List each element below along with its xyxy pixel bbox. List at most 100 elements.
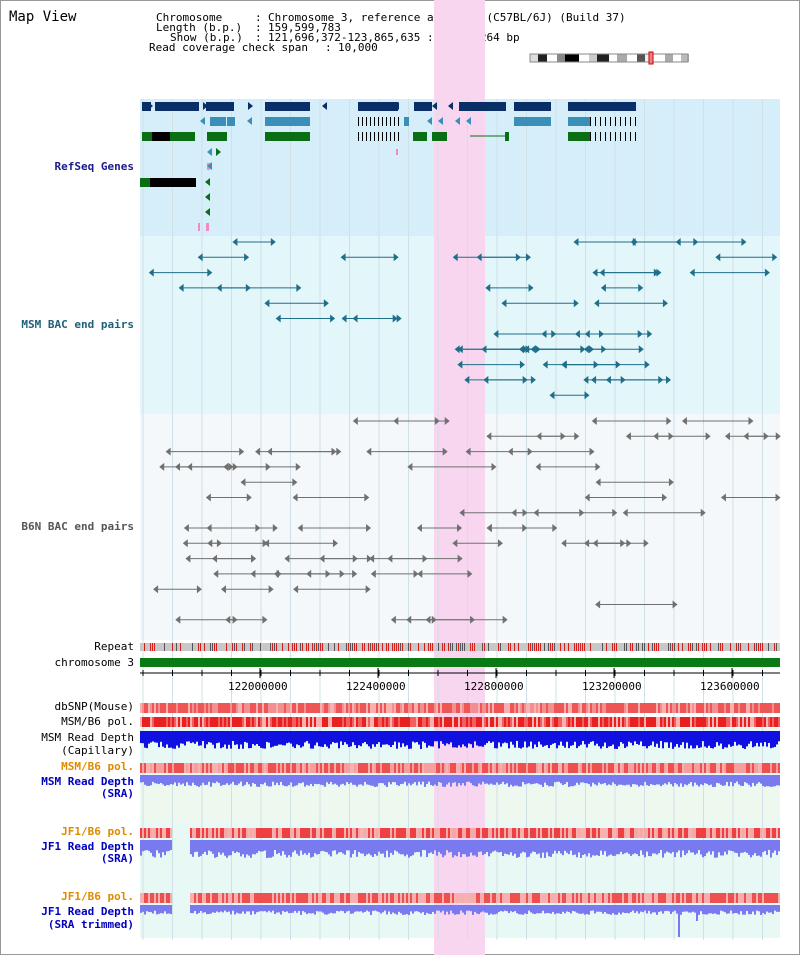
msm-b6-pol-bar-2 — [412, 763, 414, 773]
jf1-read-depth-sra-bar — [566, 840, 568, 853]
msm-read-depth-capillary-bar — [584, 731, 586, 745]
msm-read-depth-sra-bar — [160, 775, 162, 783]
jf1-b6-pol-bar-2 — [658, 893, 660, 903]
track-label-jf1-b6-pol-2[interactable]: JF1/B6 pol. — [61, 890, 134, 903]
track-label-msm-b6-pol-2[interactable]: MSM/B6 pol. — [61, 760, 134, 773]
dbsnp-bar — [738, 703, 740, 713]
msm-read-depth-capillary-bar — [552, 731, 554, 744]
refseq-gene-exon — [404, 117, 409, 126]
repeat-element — [564, 643, 565, 651]
jf1-b6-pol-bar-1 — [340, 828, 342, 838]
msm-read-depth-capillary-bar — [164, 731, 166, 748]
jf1-read-depth-trim-bar — [622, 905, 624, 913]
dbsnp-bar — [414, 703, 416, 713]
track-label-msm-b6-pol-1[interactable]: MSM/B6 pol. — [61, 715, 134, 728]
msm-b6-pol-bar-2 — [454, 763, 456, 773]
jf1-b6-pol-bar-1 — [448, 828, 450, 838]
jf1-b6-pol-bar-1 — [460, 828, 462, 838]
b6n-bac-end-marker — [595, 462, 601, 471]
jf1-b6-pol-bar-2 — [528, 893, 530, 903]
msm-b6-pol-bar-1 — [220, 717, 222, 727]
msm-read-depth-capillary-bar — [704, 731, 706, 747]
msm-read-depth-sra-bar — [450, 775, 452, 787]
jf1-b6-pol-bar-2 — [422, 893, 424, 903]
msm-b6-pol-bar-2 — [286, 763, 288, 773]
jf1-b6-pol-bar-1 — [746, 828, 748, 838]
msm-read-depth-capillary-bar — [728, 731, 730, 745]
ideogram-band — [627, 54, 637, 62]
jf1-read-depth-trim-bar — [552, 905, 554, 912]
msm-b6-pol-bar-1 — [418, 717, 420, 727]
track-label-jf1-read-depth-trim[interactable]: JF1 Read Depth — [41, 905, 134, 918]
msm-read-depth-sra-bar — [286, 775, 288, 787]
jf1-read-depth-sra-bar — [564, 840, 566, 851]
jf1-b6-pol-bar-2 — [298, 893, 300, 903]
msm-read-depth-capillary-bar — [650, 731, 652, 746]
repeat-element — [668, 643, 669, 651]
track-label-repeat[interactable]: Repeat — [94, 640, 134, 653]
msm-read-depth-capillary-bar — [724, 731, 726, 748]
jf1-read-depth-sra-bar — [418, 840, 420, 852]
b6n-bac-end-marker — [213, 569, 219, 578]
msm-read-depth-capillary-bar — [502, 731, 504, 744]
msm-b6-pol-bar-2 — [254, 763, 256, 773]
jf1-b6-pol-bar-1 — [620, 828, 622, 838]
dbsnp-bar — [226, 703, 228, 713]
msm-b6-pol-bar-1 — [174, 717, 176, 727]
jf1-read-depth-sra-bar — [708, 840, 710, 852]
jf1-b6-pol-bar-2 — [288, 893, 290, 903]
track-label-msm-read-depth-sra[interactable]: MSM Read Depth — [41, 775, 134, 788]
jf1-read-depth-sra-bar — [604, 840, 606, 852]
msm-b6-pol-bar-2 — [184, 763, 186, 773]
msm-b6-pol-bar-2 — [682, 763, 684, 773]
msm-b6-pol-bar-2 — [482, 763, 484, 773]
track-label-dbsnp[interactable]: dbSNP(Mouse) — [54, 700, 134, 713]
jf1-b6-pol-bar-2 — [456, 893, 458, 903]
track-label-b6n-bac[interactable]: B6N BAC end pairs — [21, 520, 134, 533]
msm-b6-pol-bar-2 — [636, 763, 638, 773]
dbsnp-bar — [548, 703, 550, 713]
jf1-b6-pol-bar-1 — [284, 828, 286, 838]
jf1-read-depth-trim-bar — [460, 905, 462, 911]
jf1-read-depth-sra-bar — [646, 840, 648, 852]
msm-read-depth-capillary-bar — [148, 731, 150, 744]
refseq-gene-exon — [198, 223, 200, 231]
jf1-b6-pol-bar-2 — [236, 893, 238, 903]
msm-b6-pol-bar-2 — [282, 763, 284, 773]
refseq-gene-exon — [610, 132, 611, 141]
track-label-jf1-read-depth-sra[interactable]: JF1 Read Depth — [41, 840, 134, 853]
msm-read-depth-capillary-bar — [772, 731, 774, 748]
msm-b6-pol-bar-1 — [146, 717, 148, 727]
msm-read-depth-sra-bar — [246, 775, 248, 783]
jf1-read-depth-trim-bar — [142, 905, 144, 912]
jf1-read-depth-sra-bar — [442, 840, 444, 858]
jf1-b6-pol-bar-2 — [358, 893, 360, 903]
msm-b6-pol-bar-2 — [576, 763, 578, 773]
track-label-msm-bac[interactable]: MSM BAC end pairs — [21, 318, 134, 331]
jf1-read-depth-sra-bar — [152, 840, 154, 857]
jf1-read-depth-sra-bar — [576, 840, 578, 858]
msm-b6-pol-bar-2 — [640, 763, 642, 773]
track-label-jf1-b6-pol-1[interactable]: JF1/B6 pol. — [61, 825, 134, 838]
msm-b6-pol-bar-2 — [532, 763, 534, 773]
msm-read-depth-sra-bar — [494, 775, 496, 785]
msm-bac-end-marker — [542, 360, 548, 369]
msm-b6-pol-bar-2 — [274, 763, 276, 773]
refseq-gene-exon — [595, 117, 596, 126]
jf1-b6-pol-bar-1 — [462, 828, 464, 838]
msm-read-depth-capillary-bar — [672, 731, 674, 749]
jf1-b6-pol-bar-2 — [374, 893, 376, 903]
msm-read-depth-capillary-bar — [176, 731, 178, 746]
msm-b6-pol-bar-2 — [564, 763, 566, 773]
repeat-element — [776, 643, 777, 651]
jf1-read-depth-sra-bar — [642, 840, 644, 855]
msm-b6-pol-bar-1 — [608, 717, 610, 727]
jf1-read-depth-sra-bar — [198, 840, 200, 857]
repeat-element — [722, 643, 723, 651]
jf1-b6-pol-bar-1 — [152, 828, 154, 838]
jf1-read-depth-trim-bar — [722, 905, 724, 912]
track-label-refseq[interactable]: RefSeq Genes — [54, 160, 134, 173]
jf1-read-depth-sra-bar — [524, 840, 526, 853]
track-label-msm-read-depth-capillary[interactable]: MSM Read Depth — [41, 731, 134, 744]
